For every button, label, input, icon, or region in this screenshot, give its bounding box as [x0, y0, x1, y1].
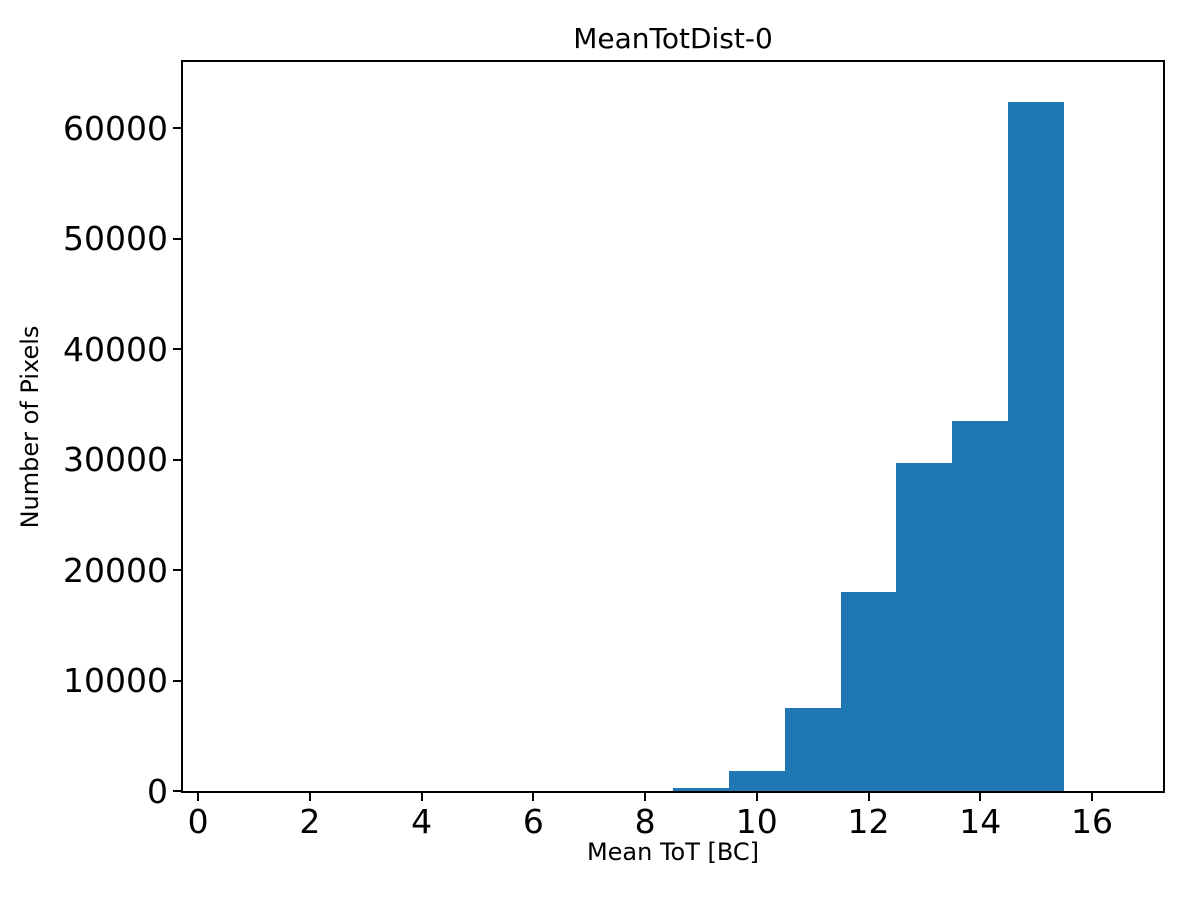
x-tick-mark	[1091, 793, 1094, 801]
y-tick-label: 40000	[63, 329, 168, 369]
histogram-bar	[952, 420, 1009, 791]
y-tick-label: 10000	[63, 661, 168, 701]
plot-area	[181, 60, 1165, 793]
histogram-bar	[840, 592, 897, 791]
x-tick-label: 10	[735, 802, 778, 841]
y-tick-mark	[173, 569, 181, 572]
y-tick-label: 50000	[63, 219, 168, 259]
y-tick-mark	[173, 458, 181, 461]
y-tick-label: 30000	[63, 440, 168, 480]
x-tick-label: 6	[522, 802, 544, 841]
histogram-bar	[1008, 101, 1065, 791]
x-tick-mark	[644, 793, 647, 801]
y-tick-label: 60000	[63, 108, 168, 148]
x-axis-label: Mean ToT [BC]	[586, 838, 760, 866]
histogram-bar	[784, 708, 841, 791]
x-tick-label: 2	[299, 802, 321, 841]
x-tick-label: 4	[411, 802, 433, 841]
histogram-bar	[673, 787, 729, 791]
chart-title: MeanTotDist-0	[573, 22, 773, 55]
y-tick-mark	[173, 237, 181, 240]
y-tick-label: 20000	[63, 550, 168, 590]
x-tick-mark	[979, 793, 982, 801]
x-tick-mark	[755, 793, 758, 801]
x-tick-label: 14	[959, 802, 1002, 841]
y-tick-mark	[173, 790, 181, 792]
x-tick-label: 0	[187, 802, 209, 841]
x-tick-mark	[532, 793, 535, 801]
x-tick-mark	[308, 793, 311, 801]
y-tick-label: 0	[147, 771, 168, 811]
x-tick-label: 16	[1071, 802, 1114, 841]
x-tick-label: 8	[634, 802, 656, 841]
x-tick-mark	[420, 793, 423, 801]
y-tick-mark	[173, 348, 181, 351]
x-tick-label: 12	[847, 802, 890, 841]
x-tick-mark	[867, 793, 870, 801]
histogram-bar	[728, 771, 785, 791]
y-tick-mark	[173, 679, 181, 682]
histogram-bar	[896, 462, 953, 791]
x-tick-mark	[197, 793, 200, 801]
y-tick-mark	[173, 127, 181, 130]
